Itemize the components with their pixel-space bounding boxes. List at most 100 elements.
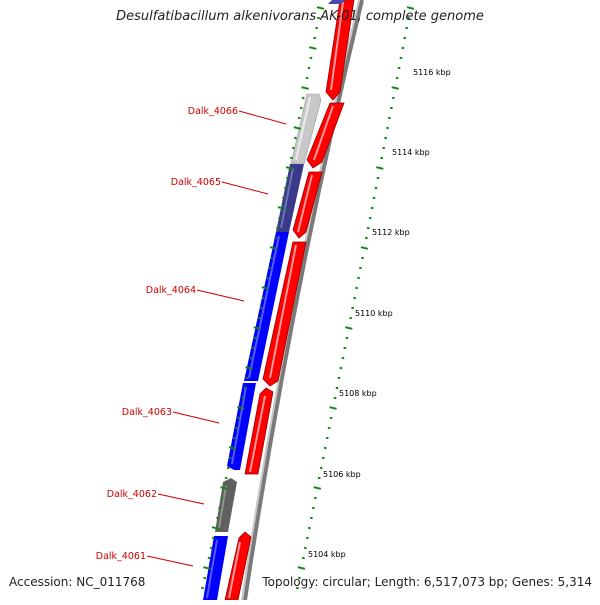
- minor-tick: [384, 136, 388, 140]
- minor-tick: [399, 56, 403, 60]
- reverse-gene-top: [328, 0, 346, 4]
- major-tick: [297, 566, 306, 570]
- forward-highlight: [269, 244, 297, 379]
- minor-tick: [209, 546, 213, 550]
- minor-tick: [259, 306, 263, 310]
- minor-tick: [303, 546, 307, 550]
- minor-tick: [401, 46, 405, 50]
- forward-highlight: [297, 174, 313, 233]
- minor-tick: [291, 146, 295, 150]
- minor-tick: [309, 516, 313, 520]
- minor-tick: [355, 286, 359, 290]
- minor-tick: [370, 206, 374, 210]
- minor-tick: [297, 116, 301, 120]
- minor-tick: [249, 356, 253, 360]
- minor-tick: [276, 226, 280, 230]
- scale-tick-label: 5112 kbp: [372, 228, 410, 237]
- minor-tick: [293, 136, 297, 140]
- minor-tick: [387, 116, 391, 120]
- reverse-highlight: [295, 96, 311, 161]
- minor-tick: [397, 66, 401, 70]
- major-tick: [253, 326, 262, 330]
- minor-tick: [261, 296, 265, 300]
- minor-tick: [278, 216, 282, 220]
- minor-tick: [211, 536, 215, 540]
- minor-tick: [307, 66, 311, 70]
- minor-tick: [251, 346, 255, 350]
- scale-tick-label: 5110 kbp: [355, 309, 393, 318]
- major-tick: [237, 406, 245, 410]
- major-tick: [301, 86, 309, 90]
- minor-tick: [358, 266, 362, 270]
- major-tick: [406, 6, 415, 10]
- major-tick: [220, 486, 228, 490]
- minor-tick: [228, 456, 232, 460]
- minor-tick: [335, 386, 339, 390]
- leader-line: [146, 555, 194, 567]
- minor-tick: [315, 26, 319, 30]
- minor-tick: [339, 366, 343, 370]
- minor-tick: [226, 466, 230, 470]
- leader-line: [157, 493, 205, 505]
- backbone-line: [243, 0, 364, 601]
- minor-tick: [245, 376, 249, 380]
- minor-tick: [203, 576, 207, 580]
- minor-tick: [265, 276, 269, 280]
- gene-label: Dalk_4064: [146, 285, 196, 296]
- minor-tick: [305, 536, 309, 540]
- scale-labels: 5116 kbp 5114 kbp 5112 kbp 5110 kbp 5108…: [308, 68, 451, 559]
- minor-tick: [368, 216, 372, 220]
- major-tick: [313, 486, 322, 490]
- genome-info-text: Topology: circular; Length: 6,517,073 bp…: [262, 575, 592, 589]
- minor-tick: [351, 306, 355, 310]
- minor-tick: [299, 106, 303, 110]
- minor-tick: [285, 176, 289, 180]
- leader-line: [172, 411, 220, 424]
- map-title: Desulfatibacillum alkenivorans AK-01, co…: [116, 9, 484, 24]
- minor-tick: [274, 236, 278, 240]
- forward-highlight: [313, 105, 334, 161]
- minor-tick: [325, 436, 329, 440]
- minor-tick: [267, 266, 271, 270]
- minor-tick: [309, 56, 313, 60]
- scale-tick-label: 5108 kbp: [339, 389, 377, 398]
- minor-tick: [407, 16, 411, 20]
- minor-tick: [353, 296, 357, 300]
- minor-tick: [319, 466, 323, 470]
- minor-tick: [317, 16, 321, 20]
- minor-tick: [374, 186, 378, 190]
- major-tick: [329, 406, 337, 410]
- minor-tick: [307, 526, 311, 530]
- minor-tick: [323, 446, 327, 450]
- minor-tick: [343, 346, 347, 350]
- gene-labels: Dalk_4066 Dalk_4065 Dalk_4064 Dalk_4063 …: [96, 106, 238, 562]
- minor-tick: [333, 396, 337, 400]
- minor-tick: [257, 316, 261, 320]
- minor-tick: [391, 96, 395, 100]
- minor-tick: [360, 256, 364, 260]
- gene-label: Dalk_4063: [122, 407, 172, 418]
- minor-tick: [364, 236, 368, 240]
- minor-tick: [253, 336, 257, 340]
- minor-tick: [301, 556, 305, 560]
- minor-tick: [329, 416, 333, 420]
- minor-tick: [341, 356, 345, 360]
- minor-tick: [366, 226, 370, 230]
- minor-tick: [349, 316, 353, 320]
- leader-line: [196, 289, 245, 302]
- leader-line: [238, 110, 287, 125]
- scale-tick-label: 5106 kbp: [323, 470, 361, 479]
- minor-tick: [243, 386, 247, 390]
- minor-tick: [317, 476, 321, 480]
- minor-tick: [357, 276, 361, 280]
- reverse-highlight: [280, 167, 294, 229]
- major-tick: [309, 46, 317, 50]
- minor-tick: [207, 556, 211, 560]
- major-tick: [269, 246, 278, 250]
- minor-tick: [372, 196, 376, 200]
- major-tick: [277, 206, 286, 210]
- minor-tick: [220, 496, 224, 500]
- major-tick: [360, 246, 369, 250]
